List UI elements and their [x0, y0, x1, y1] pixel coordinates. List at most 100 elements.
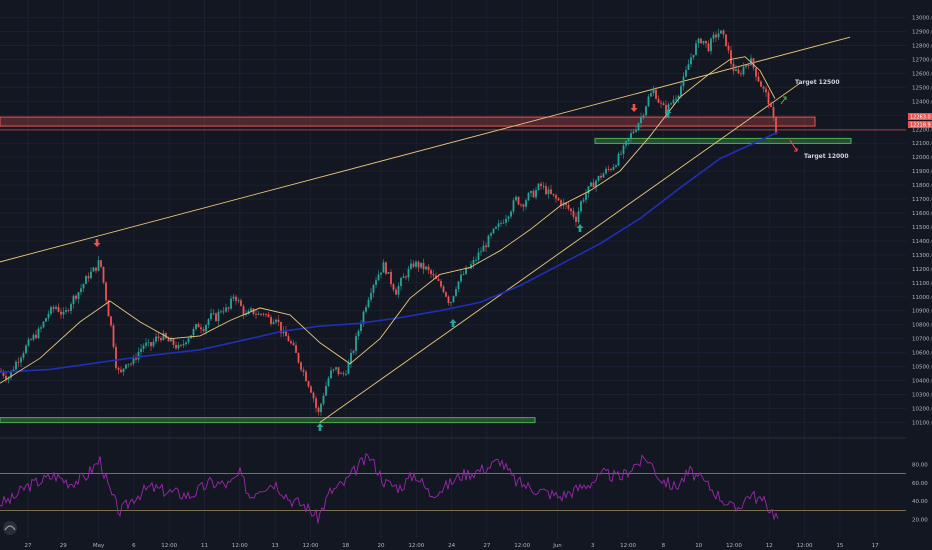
- target-down-arrow-icon: [789, 139, 798, 152]
- candle-body: [0, 370, 2, 372]
- price-tag-text-2: 12218.9: [910, 123, 931, 129]
- candle-body: [700, 38, 702, 44]
- target-up-label: Target 12500: [795, 79, 840, 86]
- candle-body: [690, 57, 692, 65]
- candle-body: [772, 107, 775, 118]
- price-tick-label: 10800.0: [912, 323, 932, 329]
- candle-body: [180, 345, 182, 346]
- candle-body: [222, 311, 225, 313]
- candle-body: [442, 286, 445, 293]
- candle-body: [520, 204, 522, 206]
- time-tick-label: 18: [342, 543, 349, 549]
- candle-body: [585, 193, 587, 200]
- candle-body: [47, 313, 50, 319]
- candle-body: [740, 73, 742, 75]
- candle-body: [692, 54, 695, 58]
- candle-body: [20, 357, 22, 363]
- candle-body: [452, 295, 455, 303]
- candle-body: [662, 103, 665, 106]
- candle-body: [482, 245, 485, 252]
- candle-body: [50, 307, 52, 314]
- candle-body: [147, 342, 150, 344]
- price-tick-label: 11700.0: [912, 197, 932, 203]
- candle-body: [285, 330, 287, 337]
- candle-body: [747, 65, 750, 67]
- candle-body: [130, 363, 132, 365]
- candle-body: [127, 363, 130, 365]
- resistance-zone: [0, 116, 816, 127]
- candle-body: [307, 381, 310, 387]
- price-tick-label: 12800.0: [912, 44, 932, 50]
- candle-body: [117, 367, 120, 370]
- candle-body: [407, 268, 410, 278]
- rsi-line: [0, 452, 779, 524]
- candle-body: [397, 286, 400, 295]
- time-tick-label: 12:00: [161, 543, 177, 549]
- candle-body: [175, 344, 177, 349]
- candle-body: [480, 251, 482, 253]
- candle-body: [522, 204, 525, 207]
- candle-body: [420, 262, 422, 268]
- candle-body: [170, 338, 172, 342]
- candle-body: [640, 117, 642, 124]
- candle-body: [497, 223, 500, 227]
- candle-body: [665, 105, 667, 115]
- candle-body: [315, 398, 317, 408]
- candle-body: [187, 338, 190, 343]
- candle-body: [192, 328, 195, 336]
- candle-body: [660, 102, 662, 104]
- candle-body: [97, 260, 100, 271]
- candle-body: [330, 370, 332, 379]
- candle-body: [295, 345, 297, 353]
- candle-body: [85, 276, 87, 284]
- candle-body: [265, 313, 267, 315]
- candle-body: [15, 361, 17, 370]
- candle-body: [537, 183, 540, 191]
- candle-body: [60, 311, 62, 315]
- candle-body: [622, 145, 625, 154]
- candle-body: [352, 350, 355, 353]
- candle-body: [242, 306, 245, 315]
- candle-body: [235, 296, 237, 301]
- candle-body: [322, 395, 325, 404]
- price-tick-label: 10500.0: [912, 365, 932, 371]
- candle-body: [77, 292, 80, 299]
- candle-body: [627, 137, 630, 142]
- candle-body: [125, 364, 127, 369]
- time-tick-label: 27: [483, 543, 490, 549]
- candle-body: [432, 274, 435, 276]
- candle-body: [70, 304, 72, 311]
- candle-body: [365, 307, 367, 312]
- target-up-arrow-icon: [780, 96, 787, 105]
- rsi-tick-label: 60.00: [912, 481, 928, 487]
- candle-body: [7, 377, 10, 380]
- ma-long-line: [0, 131, 779, 373]
- price-tick-label: 11600.0: [912, 211, 932, 217]
- candle-body: [272, 322, 275, 324]
- support-zone-low: [0, 417, 536, 424]
- price-tick-label: 11200.0: [912, 267, 932, 273]
- candle-body: [505, 218, 507, 223]
- candle-body: [30, 339, 32, 341]
- arrow-down-icon: [93, 239, 101, 247]
- candle-body: [625, 141, 627, 146]
- candle-body: [377, 274, 380, 281]
- candle-body: [210, 313, 212, 320]
- candle-body: [200, 327, 202, 330]
- time-axis: 27 29 May 6 12:00 11 12:00 13 12:00 18 20 12:00 24 27…: [25, 543, 880, 549]
- candle-body: [150, 342, 152, 347]
- candle-body: [262, 313, 265, 315]
- candle-body: [177, 345, 180, 349]
- candle-body: [2, 371, 5, 376]
- candle-body: [277, 319, 280, 322]
- arrow-up-icon: [576, 224, 584, 232]
- candle-body: [72, 295, 75, 305]
- candle-body: [327, 378, 330, 386]
- time-tick-label: 12:00: [620, 543, 636, 549]
- time-tick-label: 6: [132, 543, 136, 549]
- candle-body: [10, 370, 12, 378]
- candle-body: [745, 65, 747, 67]
- candle-body: [332, 369, 335, 371]
- candle-body: [220, 311, 222, 313]
